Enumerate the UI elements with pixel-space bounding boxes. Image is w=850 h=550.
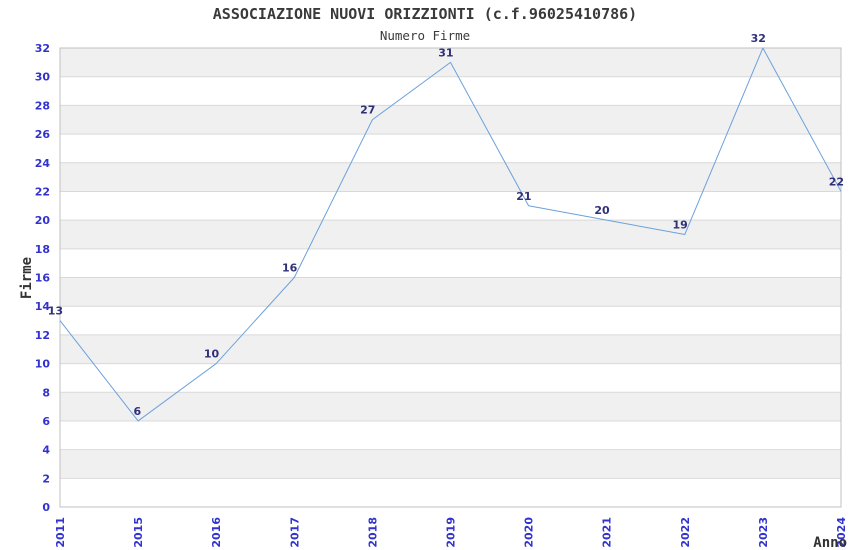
data-point-label: 22 [829, 175, 844, 188]
y-tick-label: 0 [42, 501, 50, 514]
y-tick-label: 24 [35, 157, 51, 170]
plot-band [60, 334, 841, 364]
y-tick-label: 14 [35, 300, 51, 313]
y-tick-label: 2 [42, 472, 50, 485]
chart-title: ASSOCIAZIONE NUOVI ORIZZIONTI (c.f.96025… [213, 5, 637, 23]
x-tick-label: 2020 [523, 517, 536, 548]
data-point-label: 20 [594, 204, 610, 217]
plot-border [59, 47, 842, 508]
plot-band [60, 277, 841, 307]
y-tick-label: 4 [42, 444, 50, 457]
data-point-label: 6 [133, 405, 141, 418]
x-tick-label: 2017 [288, 517, 301, 548]
y-tick-label: 22 [35, 185, 50, 198]
series-line [59, 47, 842, 422]
x-tick-label: 2022 [679, 517, 692, 548]
y-tick-label: 12 [35, 329, 50, 342]
plot-band [60, 449, 841, 479]
plot-band [60, 105, 841, 135]
data-point-label: 27 [360, 104, 375, 117]
data-point-label: 13 [48, 305, 63, 318]
x-tick-label: 2021 [601, 517, 614, 548]
x-axis-title: Anno [813, 535, 847, 550]
y-tick-label: 30 [35, 71, 51, 84]
x-tick-label: 2016 [210, 517, 223, 548]
x-tick-label: 2024 [835, 517, 848, 548]
data-point-label: 31 [438, 46, 453, 59]
y-tick-label: 10 [35, 358, 51, 371]
y-tick-label: 8 [42, 386, 50, 399]
chart-subtitle: Numero Firme [380, 28, 470, 43]
y-tick-label: 6 [42, 415, 50, 428]
series-lines [59, 47, 842, 422]
y-tick-label: 32 [35, 42, 50, 55]
data-point-labels: 13 6 10 16 27 31 21 20 19 32 22 [48, 32, 844, 418]
y-tick-label: 16 [35, 272, 51, 285]
data-point-label: 21 [516, 190, 531, 203]
x-axis-tick-labels: 2011 2015 2016 2017 2018 2019 2020 2021 2022 2023… [54, 517, 848, 548]
data-point-label: 16 [282, 262, 298, 275]
plot-bands [60, 48, 841, 479]
data-point-label: 10 [204, 348, 220, 361]
data-point-label: 32 [751, 32, 766, 45]
x-tick-label: 2015 [132, 517, 145, 548]
x-tick-label: 2019 [445, 517, 458, 548]
y-tick-label: 26 [35, 128, 51, 141]
x-tick-label: 2018 [366, 517, 379, 548]
x-tick-label: 2023 [757, 517, 770, 548]
plot-band [60, 220, 841, 249]
y-tick-label: 28 [35, 99, 50, 112]
gridlines [60, 47, 841, 508]
y-tick-label: 20 [35, 214, 51, 227]
x-tick-label: 2011 [54, 517, 67, 548]
y-tick-label: 18 [35, 243, 50, 256]
data-point-label: 19 [672, 218, 687, 231]
plot-band [60, 162, 841, 192]
plot-band [60, 392, 841, 421]
y-axis-title: Firme [19, 257, 35, 299]
